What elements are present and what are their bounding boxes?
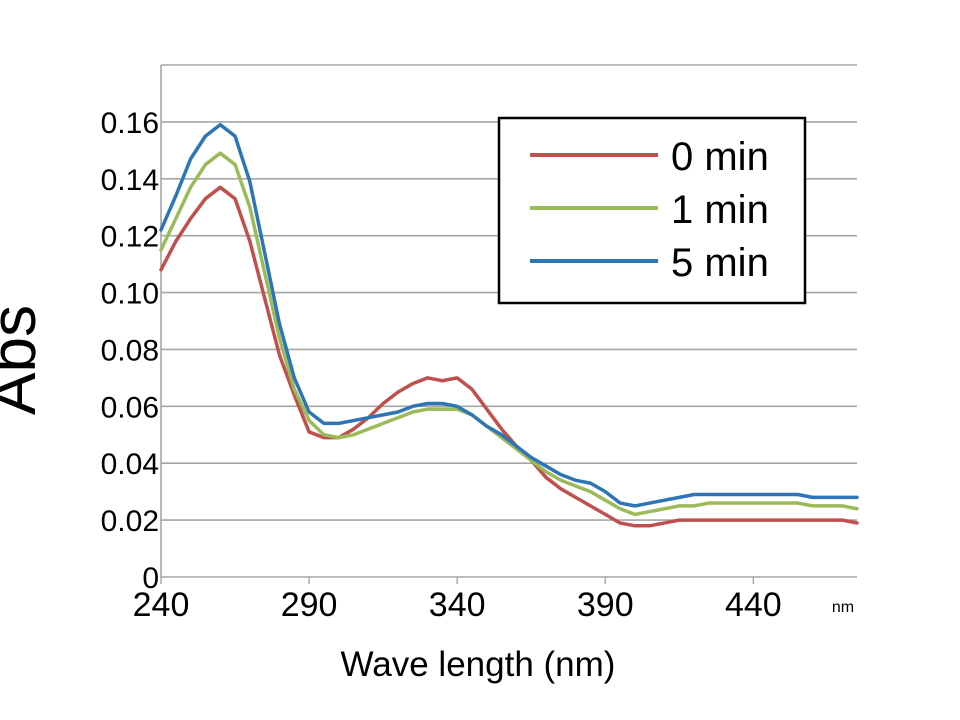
series-line-1-min: [159, 151, 859, 517]
tick-labels: 0 0.02 0.04 0.06 0.08 0.10 0.12 0.14 0.16 240 290 3…: [101, 107, 782, 624]
series-line-5-min: [159, 122, 859, 508]
y-axis-label: Abs: [0, 305, 49, 415]
legend-label-5-min: 5 min: [671, 241, 769, 285]
legend: 0 min 1 min 5 min: [497, 116, 807, 305]
x-unit-note: nm: [832, 599, 854, 616]
y-tick-label: 0.10: [101, 278, 159, 311]
legend-label-1-min: 1 min: [671, 188, 769, 232]
x-tick-label: 240: [133, 586, 190, 624]
y-tick-label: 0.16: [101, 107, 159, 140]
x-tick-label: 290: [281, 586, 338, 624]
series-lines: [159, 122, 859, 528]
y-tick-label: 0.06: [101, 391, 159, 424]
series-line-0-min: [159, 185, 859, 528]
y-tick-label: 0.12: [101, 221, 159, 254]
y-tick-label: 0.08: [101, 334, 159, 367]
y-tick-label: 0.14: [101, 164, 159, 197]
y-tick-label: 0: [142, 562, 159, 595]
legend-label-0-min: 0 min: [671, 135, 769, 179]
y-tick-label: 0.02: [101, 505, 159, 538]
y-tick-label: 0.04: [101, 448, 159, 481]
legend-box: [497, 116, 807, 305]
x-axis-label: Wave length (nm): [341, 645, 616, 684]
x-tick-label: 340: [429, 586, 486, 624]
axes: [160, 65, 857, 584]
x-tick-label: 440: [725, 586, 782, 624]
x-tick-label: 390: [577, 586, 634, 624]
